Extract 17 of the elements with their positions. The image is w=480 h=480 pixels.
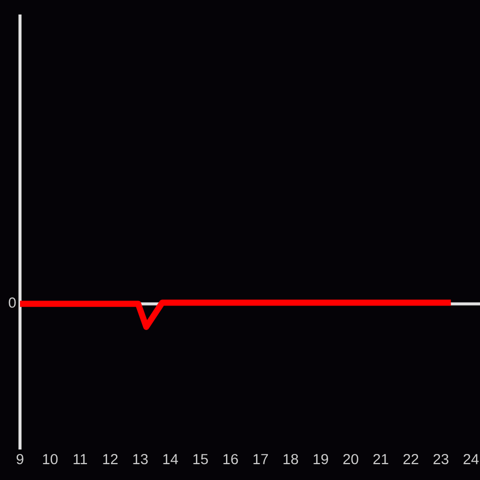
x-tick-label: 9 <box>16 454 24 464</box>
x-tick-label: 12 <box>103 454 118 464</box>
ref-line-label: 0 <box>8 297 16 308</box>
x-tick-label: 20 <box>343 454 358 464</box>
x-tick-label: 15 <box>193 454 208 464</box>
x-tick-label: 21 <box>373 454 388 464</box>
x-tick-label: 17 <box>254 454 268 464</box>
x-tick-label: 22 <box>403 454 418 464</box>
x-tick-label: 18 <box>284 454 298 464</box>
x-tick-label: 23 <box>434 454 448 464</box>
x-tick-label: 24 <box>464 454 479 464</box>
x-tick-label: 16 <box>223 454 238 464</box>
x-tick-label: 14 <box>163 454 178 464</box>
x-tick-label: 19 <box>314 454 328 464</box>
x-tick-label: 13 <box>133 454 148 464</box>
x-tick-label: 10 <box>43 454 58 464</box>
x-tick-label: 11 <box>74 454 87 464</box>
